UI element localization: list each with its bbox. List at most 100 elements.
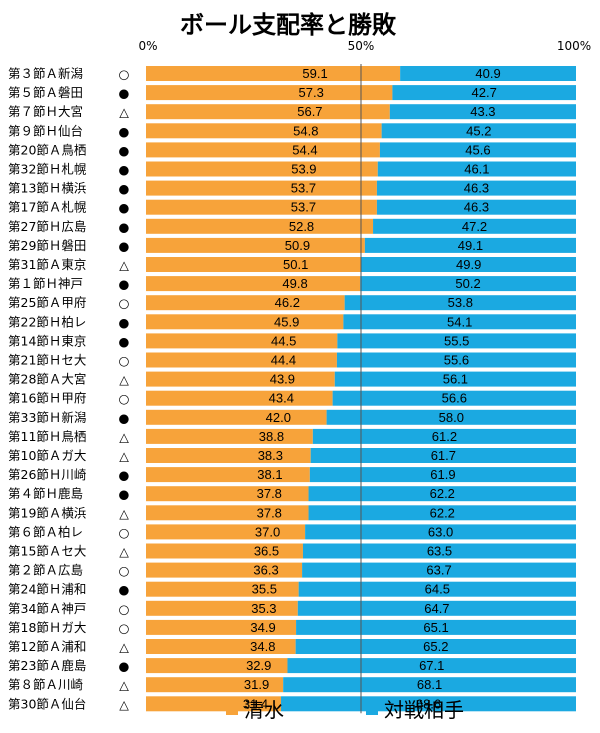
bar-opponent [302,562,576,578]
bar-opponent [283,677,576,693]
result-mark: ○ [119,67,130,82]
value-label-shimizu: 37.0 [255,524,280,539]
bar-opponent [308,486,576,502]
category-label: 第12節Ａ浦和 [8,639,86,654]
value-label-shimizu: 43.4 [269,391,294,406]
bar-shimizu [146,237,365,253]
result-mark: ● [119,124,130,139]
value-label-opponent: 54.1 [447,314,472,329]
bar-opponent [376,180,576,196]
bar-shimizu [146,218,374,234]
bar-opponent [281,696,576,712]
category-label: 第６節Ａ柏レ [8,524,83,539]
bar-row: 第10節Ａガ大 △ 38.3 61.7 [8,448,576,464]
bar-opponent [312,428,576,444]
value-label-opponent: 63.0 [428,524,453,539]
value-label-shimizu: 45.9 [274,314,299,329]
bar-shimizu [146,371,335,387]
result-mark: ● [119,200,130,215]
bar-row: 第５節Ａ磐田 ● 57.3 42.7 [8,85,576,101]
value-label-opponent: 56.6 [442,391,467,406]
category-label: 第21節Ｈセ大 [8,353,86,368]
bar-shimizu [146,639,296,654]
bar-row: 第15節Ａセ大 △ 36.5 63.5 [8,543,576,559]
category-label: 第26節Ｈ川崎 [8,467,87,482]
category-label: 第31節Ａ東京 [8,257,86,272]
bar-row: 第２節Ａ広島 ○ 36.3 63.7 [8,562,576,578]
bar-opponent [336,352,576,368]
bar-shimizu [146,161,378,177]
bar-shimizu [146,524,306,540]
result-mark: ● [119,334,130,349]
bar-row: 第24節Ｈ浦和 ● 35.5 64.5 [8,581,576,597]
value-label-opponent: 58.0 [439,410,464,425]
result-mark: ● [119,181,130,196]
bar-opponent [361,257,576,272]
value-label-opponent: 64.7 [424,601,449,616]
bar-opponent [376,199,576,215]
result-mark: △ [119,640,129,655]
result-mark: ○ [119,620,130,635]
result-mark: ● [119,659,130,674]
result-mark: ○ [119,353,130,368]
bar-opponent [379,142,576,158]
value-label-opponent: 46.3 [464,200,489,215]
bar-opponent [295,639,576,654]
bar-shimizu [146,295,345,311]
bar-opponent [296,619,576,635]
bar-shimizu [146,448,311,463]
result-mark: △ [119,697,129,712]
value-label-opponent: 49.9 [456,257,481,272]
bar-shimizu [146,562,303,578]
bar-row: 第９節Ｈ仙台 ● 54.8 45.2 [8,123,576,139]
bar-row: 第17節Ａ札幌 ● 53.7 46.3 [8,199,576,215]
legend-swatch-shimizu [226,703,238,715]
bar-row: 第19節Ａ横浜 △ 37.8 62.2 [8,505,576,521]
bar-opponent [297,600,576,616]
value-label-shimizu: 36.5 [254,544,279,559]
category-label: 第29節Ｈ磐田 [8,238,86,253]
bar-opponent [344,295,576,311]
value-label-shimizu: 59.1 [302,66,327,81]
x-tick-label: 50% [348,39,375,53]
result-mark: △ [119,429,129,444]
result-mark: △ [119,372,129,387]
bar-row: 第31節Ａ東京 △ 50.1 49.9 [8,257,576,273]
category-label: 第20節Ａ鳥栖 [8,142,86,157]
x-tick-label: 100% [557,39,591,53]
bar-shimizu [146,123,382,139]
value-label-shimizu: 42.0 [266,410,291,425]
bar-shimizu [146,85,393,101]
value-label-opponent: 40.9 [475,66,500,81]
x-axis-ticks: 0% 50% 100% [138,39,591,53]
value-label-opponent: 63.7 [426,563,451,578]
bar-shimizu [146,581,299,597]
bar-opponent [302,543,576,559]
bar-shimizu [146,314,344,330]
bar-shimizu [146,467,310,483]
result-mark: ● [119,86,130,101]
result-mark: △ [119,544,129,559]
bar-shimizu [146,180,377,196]
value-label-shimizu: 44.5 [271,333,296,348]
value-label-shimizu: 34.9 [250,620,275,635]
result-mark: ● [119,143,130,158]
bar-row: 第18節Ｈガ大 ○ 34.9 65.1 [8,619,576,635]
value-label-opponent: 68.6 [416,696,441,711]
bar-opponent [392,85,576,101]
category-label: 第16節Ｈ甲府 [8,391,86,406]
chart-rows: 第３節Ａ新潟 ○ 59.1 40.9 第５節Ａ磐田 ● 57.3 42.7 第７節Ｈ大宮 △ 56.… [8,66,576,712]
value-label-opponent: 55.6 [444,353,469,368]
category-label: 第32節Ｈ札幌 [8,162,87,177]
value-label-opponent: 62.2 [430,486,455,501]
value-label-shimizu: 32.9 [246,658,271,673]
value-label-shimizu: 50.9 [285,238,310,253]
category-label: 第７節Ｈ大宮 [8,104,83,119]
category-label: 第27節Ｈ広島 [8,219,86,234]
value-label-shimizu: 50.1 [283,257,308,272]
value-label-opponent: 45.2 [466,123,491,138]
category-label: 第33節Ｈ新潟 [8,410,86,425]
result-mark: ● [119,487,130,502]
result-mark: ○ [119,391,130,406]
